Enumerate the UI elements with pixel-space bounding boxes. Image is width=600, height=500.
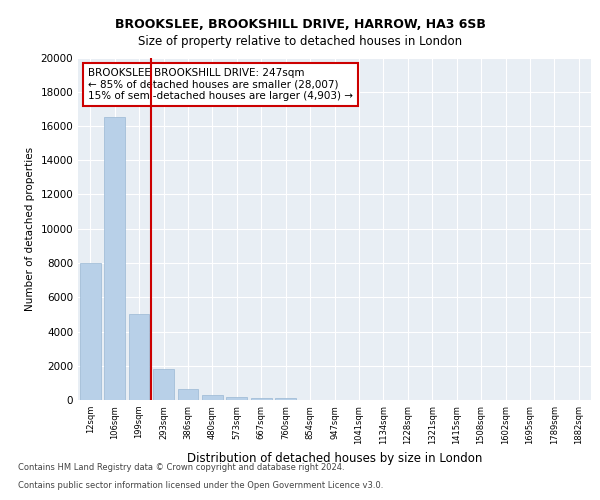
Bar bbox=[202, 395, 223, 400]
Bar bbox=[153, 369, 174, 400]
Text: Contains HM Land Registry data © Crown copyright and database right 2024.: Contains HM Land Registry data © Crown c… bbox=[18, 464, 344, 472]
Text: Size of property relative to detached houses in London: Size of property relative to detached ho… bbox=[138, 35, 462, 48]
Bar bbox=[178, 389, 199, 400]
Y-axis label: Number of detached properties: Number of detached properties bbox=[25, 146, 35, 311]
Bar bbox=[80, 263, 101, 400]
Text: Contains public sector information licensed under the Open Government Licence v3: Contains public sector information licen… bbox=[18, 481, 383, 490]
Bar bbox=[226, 396, 247, 400]
Bar bbox=[275, 398, 296, 400]
X-axis label: Distribution of detached houses by size in London: Distribution of detached houses by size … bbox=[187, 452, 482, 466]
Bar bbox=[251, 398, 272, 400]
Text: BROOKSLEE BROOKSHILL DRIVE: 247sqm
← 85% of detached houses are smaller (28,007): BROOKSLEE BROOKSHILL DRIVE: 247sqm ← 85%… bbox=[88, 68, 353, 101]
Bar bbox=[104, 118, 125, 400]
Text: BROOKSLEE, BROOKSHILL DRIVE, HARROW, HA3 6SB: BROOKSLEE, BROOKSHILL DRIVE, HARROW, HA3… bbox=[115, 18, 485, 30]
Bar bbox=[128, 314, 149, 400]
